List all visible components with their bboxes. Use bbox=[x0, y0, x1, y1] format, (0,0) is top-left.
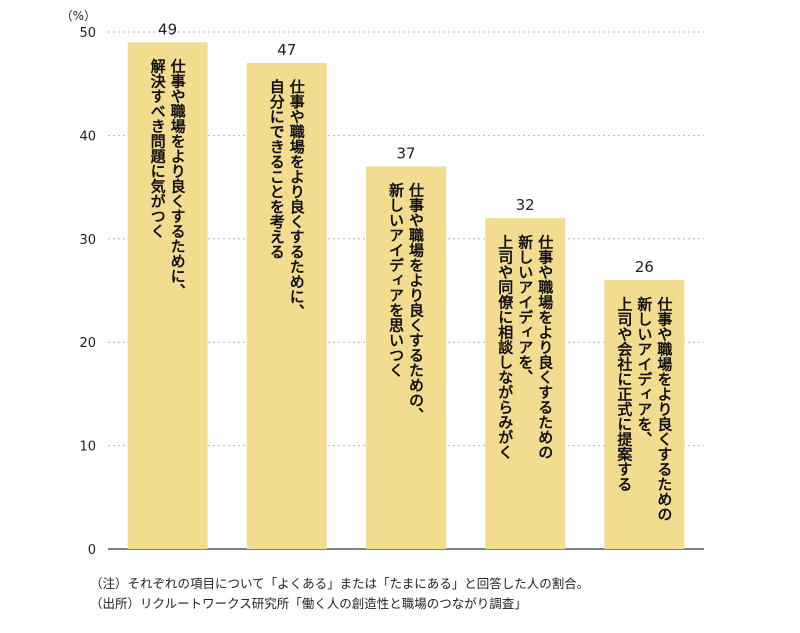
category-label: 仕事や職場をより良くするための bbox=[655, 295, 673, 521]
category-label: 仕事や職場をより良くするための bbox=[536, 233, 554, 459]
y-tick-label: 0 bbox=[88, 543, 96, 558]
source-text: （出所）リクルートワークス研究所「働く人の創造性と職場のつながり調査」 bbox=[90, 596, 527, 611]
category-label: 新しいアイディアを、 bbox=[516, 233, 534, 384]
category-label: 仕事や職場をより良くするための、 bbox=[407, 182, 425, 423]
bar-value-label: 26 bbox=[635, 258, 654, 276]
bars: 49仕事や職場をより良くするために、解決すべき問題に気がつく47仕事や職場をより… bbox=[127, 20, 685, 550]
y-axis-unit-label: （%） bbox=[61, 9, 96, 23]
bar bbox=[246, 63, 327, 550]
bar-value-label: 37 bbox=[396, 144, 415, 162]
y-tick-label: 30 bbox=[79, 233, 96, 248]
note-text: （注）それぞれの項目について「よくある」または「たまにある」と回答した人の割合。 bbox=[90, 576, 590, 591]
bar bbox=[485, 218, 566, 549]
category-label: 新しいアイディアを、 bbox=[635, 295, 653, 446]
bar-value-label: 49 bbox=[158, 20, 177, 38]
category-label: 新しいアイディアを思いつく bbox=[387, 182, 405, 378]
y-tick-label: 50 bbox=[79, 26, 96, 41]
bar-value-label: 32 bbox=[516, 196, 535, 214]
bar bbox=[366, 166, 446, 550]
y-tick-label: 40 bbox=[79, 129, 96, 144]
category-label: 自分にできることを考える bbox=[268, 78, 286, 259]
category-label: 解決すべき問題に気がつく bbox=[149, 58, 167, 239]
bar-value-label: 47 bbox=[277, 41, 296, 59]
y-tick-label: 20 bbox=[79, 336, 96, 351]
category-label: 上司や会社に正式に提案する bbox=[615, 296, 633, 491]
bar bbox=[127, 42, 208, 550]
category-label: 仕事や職場をより良くするために、 bbox=[169, 58, 187, 299]
footnotes: （注）それぞれの項目について「よくある」または「たまにある」と回答した人の割合。… bbox=[90, 574, 589, 614]
y-tick-label: 10 bbox=[79, 440, 96, 455]
bar bbox=[604, 280, 685, 549]
category-label: 仕事や職場をより良くするために、 bbox=[288, 78, 306, 319]
category-label: 上司や同僚に相談しながらみがく bbox=[496, 234, 514, 459]
